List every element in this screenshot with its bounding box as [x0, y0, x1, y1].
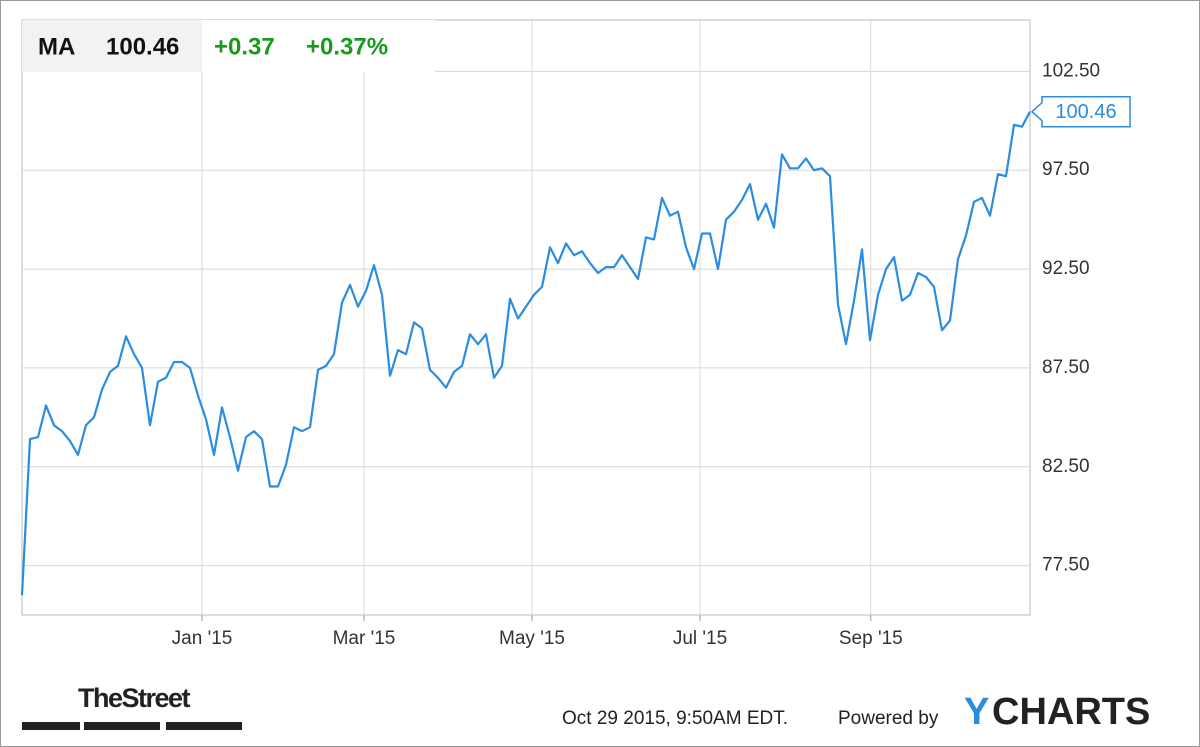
symbol: MA: [38, 33, 75, 60]
y-tick-label: 77.50: [1042, 555, 1090, 576]
y-tick-label: 87.50: [1042, 357, 1090, 378]
source-logo: TheStreet: [78, 683, 191, 713]
x-tick-label: Mar '15: [333, 628, 396, 649]
powered-by: Powered by: [838, 708, 939, 729]
y-tick-label: 92.50: [1042, 258, 1090, 279]
y-tick-label: 82.50: [1042, 456, 1090, 477]
x-tick-label: Jan '15: [172, 628, 233, 649]
y-tick-label: 102.50: [1042, 60, 1100, 81]
quote-box: [22, 20, 202, 72]
x-tick-label: Jul '15: [673, 628, 727, 649]
price: 100.46: [106, 33, 179, 60]
y-tick-label: 97.50: [1042, 159, 1090, 180]
price-line: [20, 111, 1031, 596]
plot-area: [21, 19, 1031, 616]
timestamp: Oct 29 2015, 9:50AM EDT.: [562, 708, 788, 729]
change: +0.37: [214, 33, 275, 60]
logo-bar: [84, 722, 160, 730]
change-box: [202, 20, 435, 72]
brand-initial: Y: [964, 691, 989, 733]
last-value-callout: [1030, 95, 1131, 128]
logo-bar: [166, 722, 242, 730]
brand-rest: CHARTS: [992, 691, 1150, 733]
x-tick-label: Sep '15: [839, 628, 903, 649]
x-tick-label: May '15: [499, 628, 565, 649]
grid: [22, 20, 1030, 621]
last-value-label: 100.46: [1055, 101, 1116, 123]
logo-bar: [22, 722, 80, 730]
line-layer: [20, 111, 1031, 596]
change-percent: +0.37%: [306, 33, 388, 60]
